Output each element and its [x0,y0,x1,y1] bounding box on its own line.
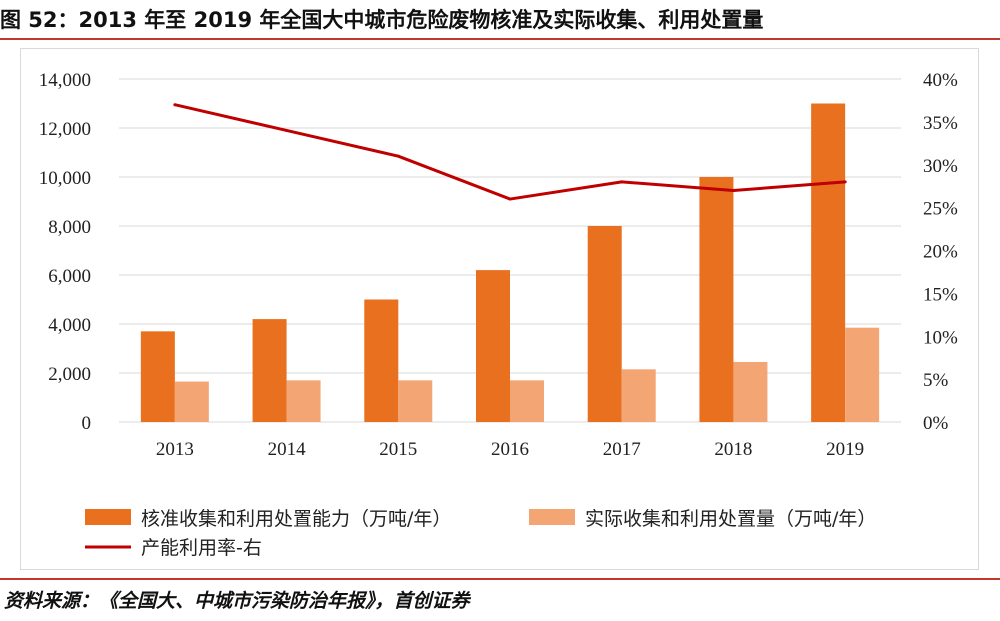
title-rule [0,38,1000,40]
x-tick-label: 2016 [491,439,529,460]
left-tick-label: 2,000 [48,364,91,385]
left-tick-label: 6,000 [48,266,91,287]
line-utilization-rate [174,103,846,201]
right-tick-label: 35% [923,113,958,134]
bar-actual [845,327,880,422]
bar-capacity [252,319,287,422]
left-tick-label: 0 [82,413,92,434]
left-tick-label: 4,000 [48,315,91,336]
legend-swatch-actual [529,509,575,525]
legend: 核准收集和利用处置能力（万吨/年） 实际收集和利用处置量（万吨/年） 产能利用率-右 [85,508,876,559]
source-rule [0,578,1000,580]
figure-title: 图 52：2013 年至 2019 年全国大中城市危险废物核准及实际收集、利用处… [0,8,764,32]
legend-label-capacity: 核准收集和利用处置能力（万吨/年） [141,508,451,530]
combo-chart: 0 2,000 4,000 6,000 8,000 10,000 12,000 14,000 0… [39,70,958,559]
bar-actual [286,380,321,422]
bar-actual [621,369,656,422]
line-point [173,103,177,107]
bar-marks [140,103,880,422]
legend-swatch-capacity [85,509,131,525]
left-tick-label: 12,000 [39,119,91,140]
bar-actual [174,381,209,422]
line-point [285,128,289,132]
legend-label-actual: 实际收集和利用处置量（万吨/年） [585,508,876,530]
right-tick-label: 10% [923,327,958,348]
line-point [620,180,624,184]
line-point [396,154,400,158]
chart-frame: 0 2,000 4,000 6,000 8,000 10,000 12,000 14,000 0… [20,48,979,570]
bar-capacity [699,177,734,422]
left-tick-label: 8,000 [48,217,91,238]
right-tick-label: 15% [923,284,958,305]
bar-capacity [811,103,846,422]
right-tick-label: 40% [923,70,958,91]
right-tick-label: 0% [923,413,949,434]
right-tick-label: 5% [923,370,949,391]
bar-capacity [476,270,510,422]
bar-capacity [364,299,399,422]
source-note: 资料来源：《全国大、中城市污染防治年报》，首创证券 [4,590,470,612]
right-tick-label: 30% [923,156,958,177]
bar-capacity [587,226,622,422]
left-tick-label: 14,000 [39,70,91,91]
right-tick-label: 20% [923,242,958,263]
axis-labels: 0 2,000 4,000 6,000 8,000 10,000 12,000 14,000 0… [39,70,958,460]
x-tick-label: 2018 [714,439,752,460]
left-tick-label: 10,000 [39,168,91,189]
bar-actual [733,361,768,422]
x-tick-label: 2017 [603,439,641,460]
bar-actual [398,380,433,422]
line-point [843,180,847,184]
x-tick-label: 2015 [379,439,417,460]
bar-actual [510,380,544,422]
bar-capacity [140,331,175,422]
line-point [731,188,735,192]
legend-label-rate: 产能利用率-右 [141,537,262,559]
line-marks [173,103,847,201]
x-tick-label: 2019 [826,439,864,460]
right-tick-label: 25% [923,199,958,220]
x-tick-label: 2013 [156,439,194,460]
x-tick-label: 2014 [268,439,307,460]
line-point [508,197,512,201]
